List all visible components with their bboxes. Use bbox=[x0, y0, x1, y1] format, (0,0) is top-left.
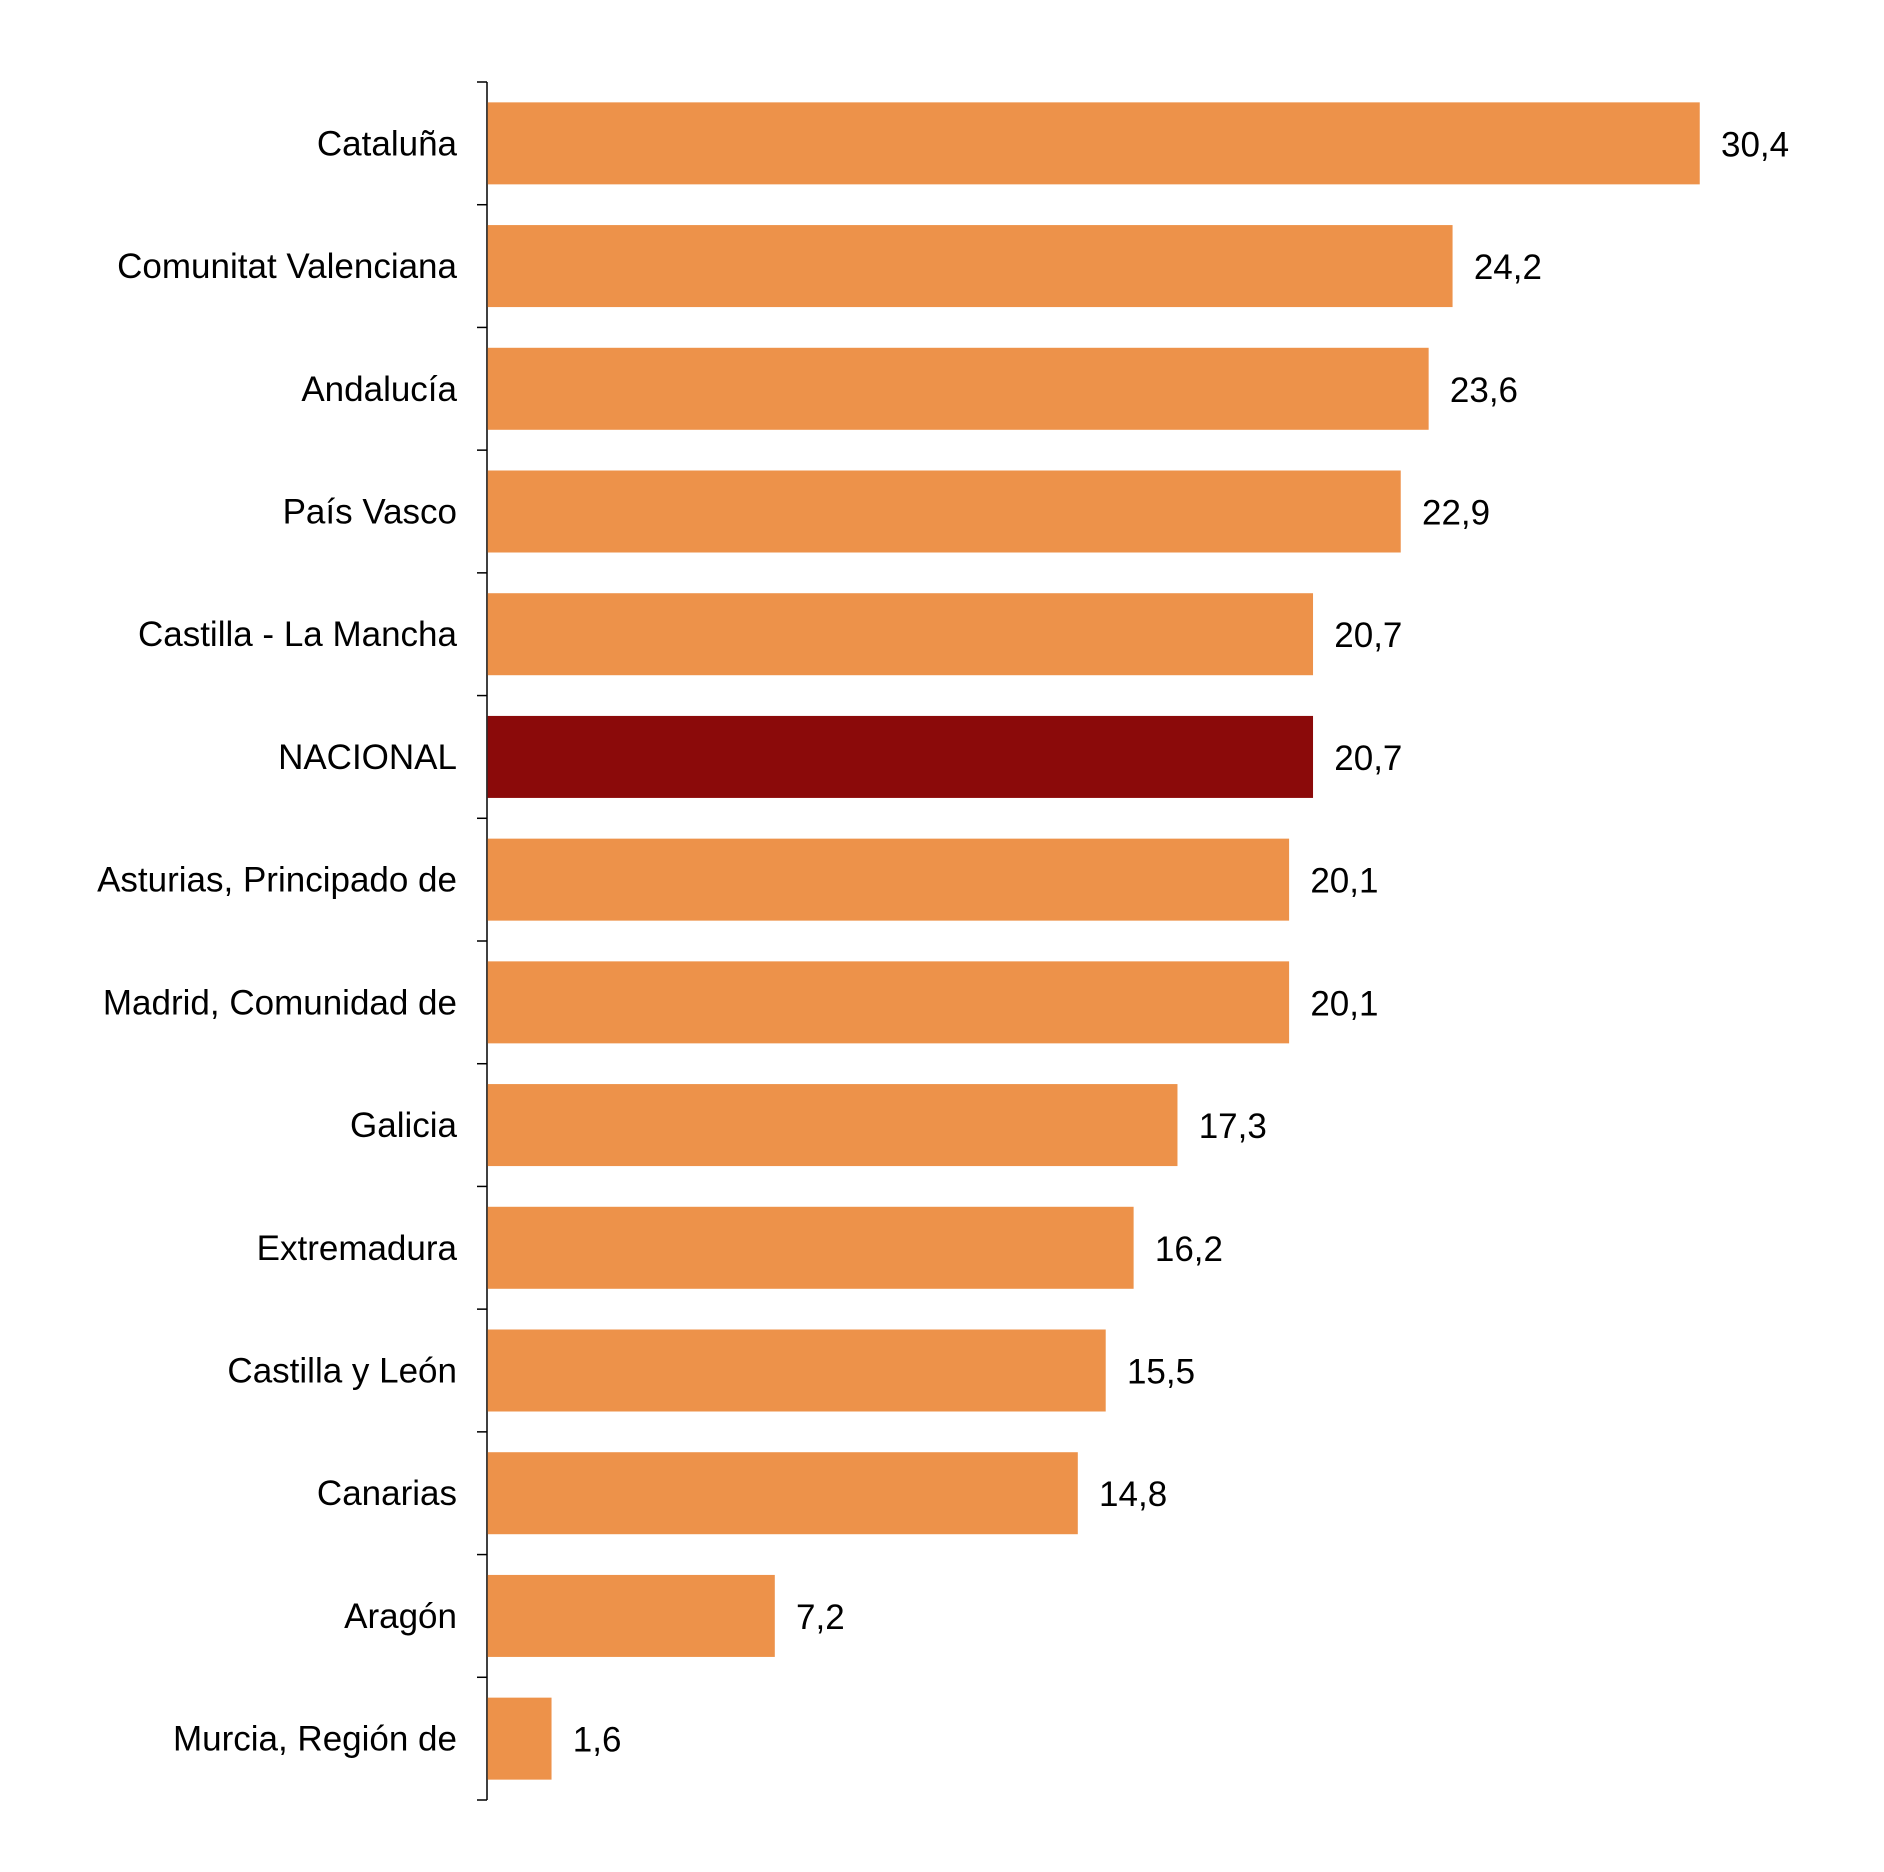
category-label: Aragón bbox=[344, 1597, 457, 1636]
value-label: 22,9 bbox=[1422, 494, 1490, 533]
value-labels: 30,4 24,2 23,6 22,9 20,7 20,7 20,1 20,1 17,3 16,2… bbox=[573, 125, 1789, 1759]
bar-region bbox=[487, 1452, 1078, 1535]
value-label: 20,7 bbox=[1334, 616, 1402, 655]
value-label: 17,3 bbox=[1199, 1107, 1267, 1146]
value-label: 23,6 bbox=[1450, 371, 1518, 410]
category-label: Madrid, Comunidad de bbox=[103, 983, 457, 1022]
category-label: Comunitat Valenciana bbox=[117, 247, 457, 286]
category-label: Asturias, Principado de bbox=[97, 861, 457, 900]
category-axis bbox=[477, 81, 488, 1801]
bar-region bbox=[487, 1697, 552, 1780]
bar-region bbox=[487, 961, 1290, 1044]
category-label: Extremadura bbox=[257, 1229, 458, 1268]
category-label: Castilla y León bbox=[227, 1352, 457, 1391]
bar-region bbox=[487, 1084, 1178, 1167]
value-label: 24,2 bbox=[1474, 248, 1542, 287]
bar-region bbox=[487, 347, 1429, 430]
bar-region bbox=[487, 838, 1290, 921]
bar-region bbox=[487, 1574, 775, 1657]
category-labels: Cataluña Comunitat Valenciana Andalucía Paí… bbox=[97, 124, 457, 1758]
value-label: 14,8 bbox=[1099, 1475, 1167, 1514]
category-label: Andalucía bbox=[301, 370, 457, 409]
value-label: 20,7 bbox=[1334, 739, 1402, 778]
bar-region bbox=[487, 1206, 1134, 1289]
bar-region bbox=[487, 470, 1401, 553]
category-label: NACIONAL bbox=[278, 738, 457, 777]
value-label: 15,5 bbox=[1127, 1353, 1195, 1392]
bar-region bbox=[487, 102, 1700, 185]
value-label: 16,2 bbox=[1155, 1230, 1223, 1269]
category-label: Castilla - La Mancha bbox=[138, 615, 458, 654]
bar-region bbox=[487, 225, 1453, 308]
category-label: Galicia bbox=[350, 1106, 458, 1145]
value-label: 7,2 bbox=[796, 1598, 845, 1637]
bar-region bbox=[487, 593, 1314, 676]
category-label: Cataluña bbox=[317, 124, 458, 163]
category-label: País Vasco bbox=[283, 493, 457, 532]
value-label: 1,6 bbox=[573, 1721, 622, 1760]
bars bbox=[487, 102, 1700, 1780]
value-label: 20,1 bbox=[1310, 984, 1378, 1023]
category-label: Canarias bbox=[317, 1474, 457, 1513]
bar-highlight bbox=[487, 715, 1314, 798]
bar-region bbox=[487, 1329, 1106, 1412]
value-label: 20,1 bbox=[1310, 862, 1378, 901]
value-label: 30,4 bbox=[1721, 125, 1789, 164]
category-label: Murcia, Región de bbox=[173, 1720, 457, 1759]
